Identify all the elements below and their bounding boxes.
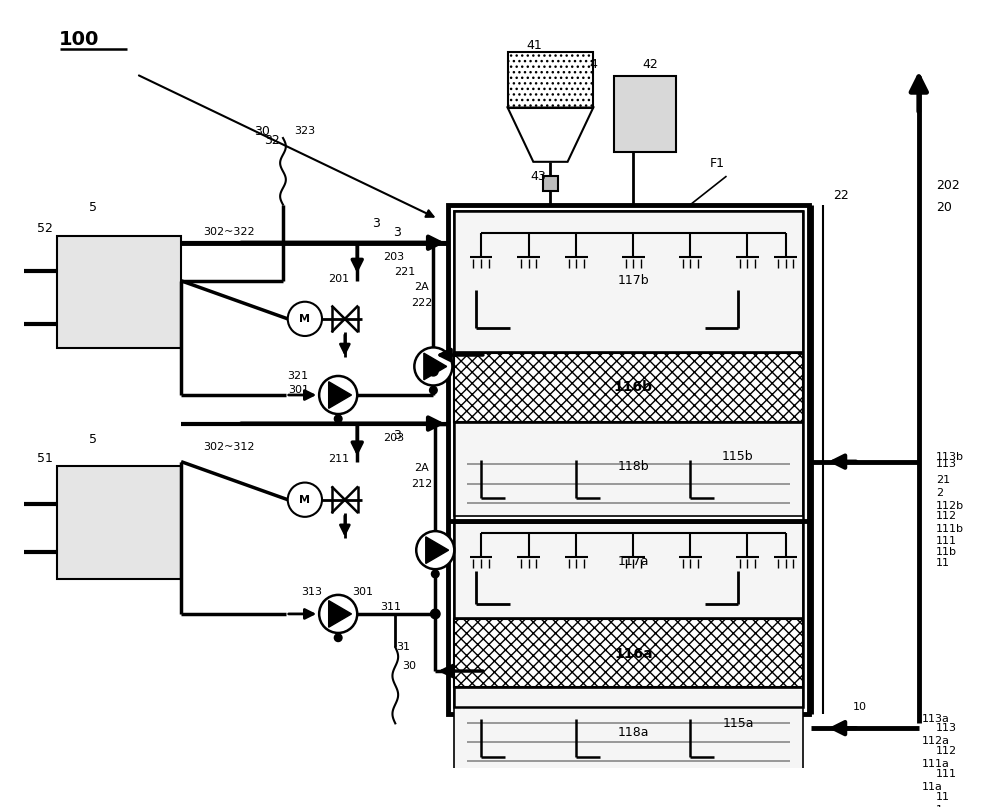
Bar — [454, 523, 803, 617]
Text: 112: 112 — [936, 746, 957, 756]
Text: 115a: 115a — [722, 717, 754, 730]
Circle shape — [319, 376, 357, 414]
Bar — [454, 423, 803, 516]
Circle shape — [288, 302, 322, 336]
Bar — [57, 236, 181, 349]
Text: 323: 323 — [294, 127, 315, 136]
Text: 111b: 111b — [936, 525, 964, 534]
Text: 202: 202 — [936, 179, 960, 192]
Text: 203: 203 — [383, 433, 404, 443]
Text: 321: 321 — [288, 371, 309, 381]
Circle shape — [431, 546, 440, 555]
Text: 51: 51 — [37, 452, 53, 466]
Text: 302~312: 302~312 — [203, 442, 254, 453]
Text: 111: 111 — [936, 536, 957, 546]
Bar — [614, 76, 676, 153]
Text: 31: 31 — [396, 642, 410, 652]
Text: 113: 113 — [936, 459, 957, 470]
Text: 113a: 113a — [922, 713, 950, 724]
Bar — [454, 688, 803, 784]
Text: 1: 1 — [936, 805, 943, 807]
Text: 117a: 117a — [618, 555, 649, 568]
Text: 221: 221 — [394, 267, 415, 278]
Text: 113b: 113b — [936, 452, 964, 462]
Text: 2: 2 — [936, 488, 943, 498]
Text: 2A: 2A — [415, 282, 429, 292]
Circle shape — [431, 570, 439, 578]
Bar — [508, 52, 593, 107]
Bar — [543, 176, 558, 191]
Text: 11b: 11b — [936, 547, 957, 557]
Text: 301: 301 — [352, 587, 373, 597]
Text: 30: 30 — [254, 125, 270, 138]
Text: 203: 203 — [383, 252, 404, 262]
Text: 111: 111 — [936, 769, 957, 779]
Text: 112a: 112a — [922, 737, 950, 746]
Circle shape — [429, 366, 438, 376]
Polygon shape — [426, 537, 449, 563]
Text: 2A: 2A — [415, 463, 429, 473]
Polygon shape — [329, 382, 352, 408]
Text: 10: 10 — [853, 702, 867, 713]
Text: M: M — [299, 314, 310, 324]
Bar — [448, 205, 809, 714]
Circle shape — [416, 531, 454, 569]
Text: 20: 20 — [936, 201, 952, 214]
Text: F1: F1 — [710, 157, 725, 170]
Bar — [454, 353, 803, 421]
Circle shape — [319, 595, 357, 633]
Polygon shape — [329, 600, 352, 627]
Text: 5: 5 — [89, 201, 97, 214]
Text: 117b: 117b — [617, 274, 649, 287]
Polygon shape — [424, 353, 447, 380]
Circle shape — [430, 387, 437, 394]
Text: 113: 113 — [936, 723, 957, 733]
Text: 118a: 118a — [618, 726, 649, 739]
Text: M: M — [299, 495, 310, 504]
Text: 116b: 116b — [614, 380, 653, 395]
Bar — [454, 211, 803, 352]
Circle shape — [288, 483, 322, 516]
Text: 222: 222 — [411, 298, 433, 307]
Text: 5: 5 — [89, 433, 97, 446]
Text: 311: 311 — [380, 602, 401, 613]
Bar — [508, 52, 593, 107]
Circle shape — [431, 609, 440, 619]
Text: 313: 313 — [301, 587, 322, 597]
Bar — [57, 466, 181, 579]
Text: 111a: 111a — [922, 759, 950, 769]
Text: 32: 32 — [264, 135, 279, 148]
Text: 3: 3 — [393, 226, 401, 239]
Text: 42: 42 — [643, 58, 658, 71]
Text: 301: 301 — [288, 385, 309, 395]
Circle shape — [334, 415, 342, 423]
Text: 41: 41 — [526, 40, 542, 52]
Text: 302~322: 302~322 — [203, 228, 255, 237]
Text: 11: 11 — [936, 792, 950, 801]
Text: 116a: 116a — [614, 647, 653, 661]
Bar — [454, 619, 803, 688]
Text: 118b: 118b — [617, 460, 649, 473]
Text: 3: 3 — [372, 217, 380, 230]
Text: 112b: 112b — [936, 501, 964, 512]
Text: 22: 22 — [833, 189, 849, 202]
Text: 201: 201 — [328, 274, 349, 284]
Text: 43: 43 — [530, 169, 546, 182]
Text: 21: 21 — [936, 475, 950, 485]
Text: 115b: 115b — [722, 450, 754, 463]
Text: 212: 212 — [411, 479, 433, 488]
Text: 52: 52 — [37, 222, 53, 235]
Text: 11a: 11a — [922, 782, 943, 792]
Text: 30: 30 — [403, 661, 417, 671]
Text: 211: 211 — [328, 454, 349, 464]
Text: 4: 4 — [589, 58, 597, 71]
Text: 100: 100 — [59, 31, 99, 49]
Bar — [454, 211, 803, 707]
Circle shape — [414, 348, 452, 386]
Text: 3: 3 — [393, 429, 401, 442]
Circle shape — [334, 634, 342, 642]
Text: 11: 11 — [936, 558, 950, 568]
Text: 112: 112 — [936, 511, 957, 521]
